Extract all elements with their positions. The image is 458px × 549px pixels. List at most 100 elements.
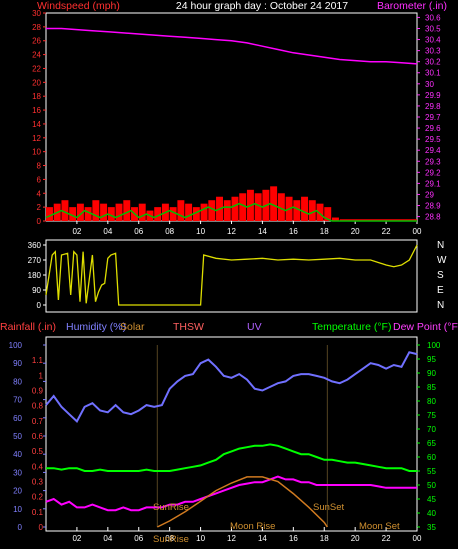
windspeed-bar	[100, 203, 108, 221]
lower-x-tick-label: 18	[320, 534, 329, 543]
wind-y-tick-label: 16	[32, 106, 41, 115]
baro-y-tick-label: 28.8	[425, 213, 441, 222]
temp-y-tick-label: 60	[427, 453, 436, 462]
temp-y-tick-label: 35	[427, 523, 436, 532]
legend-thsw: THSW	[173, 321, 204, 333]
wind-x-tick-label: 00	[413, 227, 422, 236]
humidity-y-tick-label: 90	[13, 359, 22, 368]
windspeed-bar	[324, 207, 332, 221]
windspeed-bar	[239, 193, 247, 221]
windspeed-bar	[231, 196, 239, 221]
wind-x-tick-label: 18	[320, 227, 329, 236]
legend-temperature: Temperature (°F)	[312, 321, 391, 333]
windspeed-bar	[123, 200, 131, 221]
temp-y-tick-label: 80	[427, 397, 436, 406]
rain-y-tick-label: 0.3	[32, 478, 44, 487]
baro-y-tick-label: 29.4	[425, 146, 441, 155]
wind-y-tick-label: 26	[32, 37, 41, 46]
humidity-y-tick-label: 20	[13, 487, 22, 496]
wind-x-tick-label: 22	[382, 227, 391, 236]
wind-y-tick-label: 6	[37, 175, 42, 184]
legend-uv: UV	[247, 321, 262, 333]
humidity-y-tick-label: 80	[13, 377, 22, 386]
wind-x-tick-label: 16	[289, 227, 298, 236]
moonrise-label: Moon Rise	[230, 521, 275, 532]
wind-x-tick-label: 08	[165, 227, 174, 236]
wind-y-tick-label: 8	[37, 162, 42, 171]
wind-x-tick-label: 20	[351, 227, 360, 236]
baro-y-tick-label: 30.6	[425, 13, 441, 22]
graph-title: 24 hour graph day : October 24 2017	[176, 0, 348, 12]
lower-x-tick-label: 04	[103, 534, 112, 543]
temp-y-tick-label: 75	[427, 411, 436, 420]
windspeed-bar	[169, 207, 177, 221]
rain-y-tick-label: 0	[39, 523, 44, 532]
windspeed-bar	[254, 193, 262, 221]
rain-y-tick-label: 1	[39, 371, 44, 380]
temp-y-tick-label: 85	[427, 383, 436, 392]
compass-label: S	[437, 270, 444, 281]
rain-y-tick-label: 0.9	[32, 387, 44, 396]
windspeed-bar	[177, 200, 185, 221]
sunrise-label: SunRise	[153, 502, 189, 513]
baro-y-tick-label: 30.1	[425, 69, 441, 78]
sunrise-bottom-label: SunRise	[153, 534, 189, 544]
windspeed-bar	[293, 200, 301, 221]
windspeed-bar	[76, 203, 84, 221]
baro-y-tick-label: 30.2	[425, 58, 441, 67]
compass-label: N	[437, 300, 444, 311]
baro-y-tick-label: 28.9	[425, 202, 441, 211]
wind-y-tick-label: 10	[32, 148, 41, 157]
wind-y-tick-label: 12	[32, 134, 41, 143]
legend-rainfall: Rainfall (.in)	[0, 321, 56, 333]
lower-x-tick-label: 06	[134, 534, 143, 543]
baro-y-tick-label: 29	[425, 190, 434, 199]
lower-x-tick-label: 10	[196, 534, 205, 543]
windspeed-bar	[316, 203, 324, 221]
windspeed-bar	[270, 186, 278, 221]
temp-y-tick-label: 40	[427, 509, 436, 518]
lower-x-tick-label: 00	[413, 534, 422, 543]
moonset-label: Moon Set	[359, 521, 400, 532]
wind-y-tick-label: 4	[37, 189, 42, 198]
baro-y-tick-label: 29.8	[425, 102, 441, 111]
barometer-line	[46, 27, 418, 65]
direction-y-tick-label: 90	[32, 286, 41, 295]
wind-y-tick-label: 18	[32, 92, 41, 101]
windspeed-bar	[192, 207, 200, 221]
wind-y-tick-label: 14	[32, 120, 41, 129]
temp-y-tick-label: 65	[427, 439, 436, 448]
temp-y-tick-label: 50	[427, 481, 436, 490]
humidity-y-tick-label: 0	[18, 523, 23, 532]
humidity-y-tick-label: 10	[13, 505, 22, 514]
temp-y-tick-label: 45	[427, 495, 436, 504]
direction-y-tick-label: 0	[37, 301, 42, 310]
windspeed-bar	[185, 203, 193, 221]
lower-x-tick-label: 08	[165, 534, 174, 543]
rain-y-tick-label: 0.6	[32, 432, 44, 441]
temp-y-tick-label: 100	[427, 341, 441, 350]
compass-label: W	[437, 255, 447, 266]
temperature-line	[46, 443, 417, 472]
windspeed-bar	[61, 200, 69, 221]
baro-y-tick-label: 29.2	[425, 168, 441, 177]
direction-y-tick-label: 180	[28, 271, 42, 280]
baro-y-tick-label: 30.3	[425, 47, 441, 56]
baro-y-tick-label: 29.3	[425, 157, 441, 166]
temp-y-tick-label: 90	[427, 369, 436, 378]
compass-label: N	[437, 240, 444, 251]
baro-y-tick-label: 30	[425, 80, 434, 89]
windspeed-bar	[208, 200, 216, 221]
rain-y-tick-label: 0.2	[32, 493, 44, 502]
wind-y-tick-label: 20	[32, 78, 41, 87]
wind-x-tick-label: 10	[196, 227, 205, 236]
baro-y-tick-label: 30.5	[425, 24, 441, 33]
windspeed-bar	[107, 207, 115, 221]
rain-y-tick-label: 0.8	[32, 402, 44, 411]
lower-x-tick-label: 14	[258, 534, 267, 543]
windspeed-bar	[308, 200, 316, 221]
baro-y-tick-label: 29.5	[425, 135, 441, 144]
wind-y-tick-label: 30	[32, 9, 41, 18]
